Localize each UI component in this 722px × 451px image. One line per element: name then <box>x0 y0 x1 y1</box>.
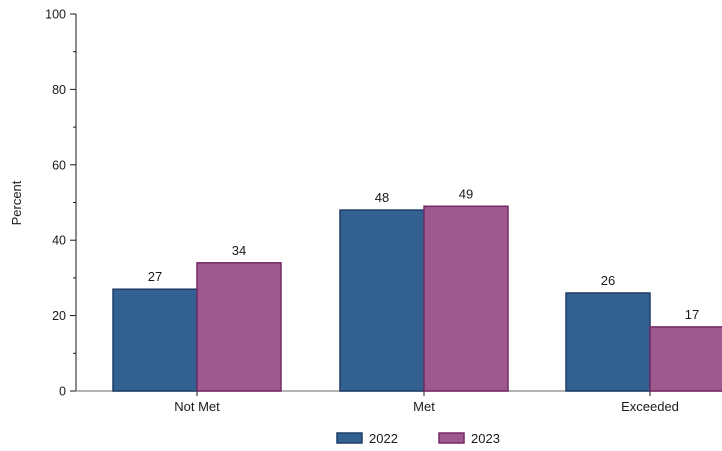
bars <box>112 205 722 392</box>
x-tick-label: Not Met <box>174 399 220 414</box>
y-axis: 0 20 40 60 80 100 <box>45 8 77 399</box>
legend-label: 2023 <box>471 431 500 446</box>
legend-swatch <box>336 432 363 444</box>
x-axis: Not Met Met Exceeded <box>76 390 722 414</box>
legend: 2022 2023 <box>336 431 500 446</box>
data-label: 49 <box>459 186 473 201</box>
y-tick-label: 60 <box>52 158 66 172</box>
bar <box>339 209 425 392</box>
bar <box>649 326 722 392</box>
bar <box>423 205 509 392</box>
data-label: 27 <box>148 269 162 284</box>
legend-label: 2022 <box>369 431 398 446</box>
data-label: 26 <box>601 273 615 288</box>
data-label: 34 <box>232 243 246 258</box>
y-tick-label: 0 <box>59 385 66 399</box>
y-tick-label: 40 <box>52 234 66 248</box>
data-label: 17 <box>685 307 699 322</box>
y-tick-label: 80 <box>52 83 66 97</box>
data-labels: 27 34 48 49 26 17 <box>148 186 699 322</box>
y-axis-title: Percent <box>9 180 24 225</box>
legend-swatch <box>438 432 465 444</box>
x-tick-label: Exceeded <box>621 399 679 414</box>
bar <box>565 292 651 392</box>
bar <box>196 262 282 392</box>
bar <box>112 288 198 392</box>
data-label: 48 <box>375 190 389 205</box>
y-tick-label: 20 <box>52 309 66 323</box>
y-tick-label: 100 <box>45 8 66 22</box>
x-tick-label: Met <box>413 399 435 414</box>
